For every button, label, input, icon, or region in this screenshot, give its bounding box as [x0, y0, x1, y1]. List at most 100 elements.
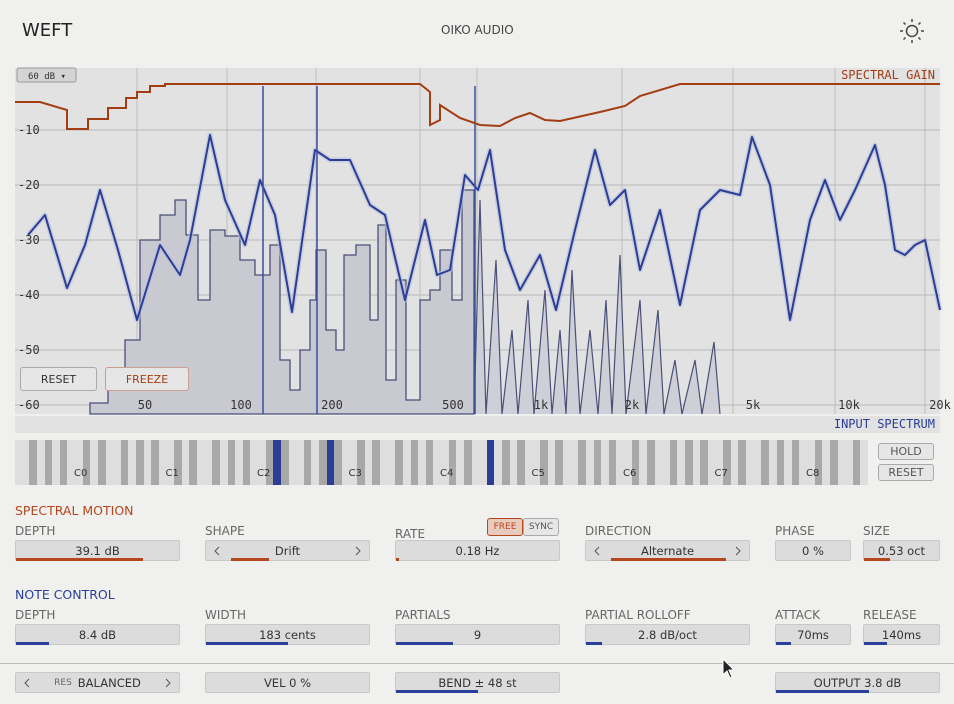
key [250, 440, 259, 485]
bend[interactable]: BEND ± 48 st [395, 672, 560, 693]
key [357, 440, 366, 485]
key [456, 440, 465, 485]
key [540, 440, 549, 485]
key [326, 440, 335, 485]
input-spectrum-label: INPUT SPECTRUM [834, 417, 935, 431]
freeze-button[interactable]: FREEZE [105, 367, 189, 391]
input-spectrum-peaks [473, 199, 721, 415]
range-select[interactable] [16, 67, 77, 83]
freq-label: 2k [625, 398, 640, 412]
spectrum-display: -10 -20 -30 -40 -50 -60 50 100 200 500 1k 2k 5k 10k 20… [15, 67, 952, 433]
key [631, 440, 640, 485]
resolution-select[interactable]: RES BALANCED [15, 672, 180, 693]
key [341, 440, 350, 485]
key [532, 440, 541, 485]
chevron[interactable] [355, 546, 361, 556]
key [387, 440, 396, 485]
control-label: DEPTH [15, 608, 56, 622]
chevron[interactable] [594, 546, 600, 556]
control-value[interactable]: 0.53 oct [863, 540, 940, 561]
key [105, 440, 114, 485]
keyboard[interactable]: C0 C1 C2 C3 C4 C5 C6 C7 C8 [15, 440, 868, 485]
key [448, 440, 457, 485]
key [273, 440, 282, 485]
key [494, 440, 503, 485]
key [738, 440, 747, 485]
db-label: -40 [18, 288, 40, 302]
reset-button[interactable]: RESET [878, 464, 934, 481]
theme-toggle[interactable] [900, 19, 924, 43]
key [36, 440, 45, 485]
chevron[interactable] [735, 546, 741, 556]
key [593, 440, 602, 485]
control-value[interactable]: Alternate [585, 540, 750, 561]
key [761, 440, 770, 485]
control-value[interactable]: 140ms [863, 624, 940, 645]
key [174, 440, 183, 485]
key [212, 440, 221, 485]
control-label: RATE [395, 527, 426, 541]
key [364, 440, 373, 485]
octave-label: C0 [74, 468, 88, 479]
value-fill [776, 690, 869, 693]
hold-button[interactable]: HOLD [878, 443, 934, 460]
rate-mode[interactable]: SYNC [523, 518, 559, 536]
control-value[interactable]: 2.8 dB/oct [585, 624, 750, 645]
control-value[interactable]: 39.1 dB [15, 540, 180, 561]
key [715, 440, 724, 485]
key [837, 440, 846, 485]
freq-label: 100 [230, 398, 252, 412]
freq-label: 200 [321, 398, 343, 412]
key [258, 440, 267, 485]
key [807, 440, 816, 485]
key [829, 440, 838, 485]
key [845, 440, 854, 485]
control-value[interactable]: 9 [395, 624, 560, 645]
key [402, 440, 411, 485]
control-value[interactable]: 0 % [775, 540, 851, 561]
output[interactable]: OUTPUT 3.8 dB [775, 672, 940, 693]
key [776, 440, 785, 485]
control-value[interactable]: 183 cents [205, 624, 370, 645]
control-value[interactable]: 70ms [775, 624, 851, 645]
key [860, 440, 868, 485]
key [166, 440, 175, 485]
key [433, 440, 442, 485]
chevron[interactable] [24, 678, 30, 688]
control-value[interactable]: 0.18 Hz [395, 540, 560, 561]
control-value[interactable]: Drift [205, 540, 370, 561]
key [97, 440, 106, 485]
rate-mode[interactable]: FREE [487, 518, 523, 536]
octave-label: C5 [531, 468, 545, 479]
key [296, 440, 305, 485]
key [509, 440, 518, 485]
key [265, 440, 274, 485]
freq-label: 50 [138, 398, 152, 412]
key [189, 440, 198, 485]
key [197, 440, 206, 485]
chevron[interactable] [165, 678, 171, 688]
key [799, 440, 808, 485]
octave-label: C2 [257, 468, 271, 479]
res-label: RES [54, 677, 72, 688]
key [67, 440, 76, 485]
key [418, 440, 427, 485]
key [524, 440, 533, 485]
key [723, 440, 732, 485]
key [669, 440, 678, 485]
key [547, 440, 556, 485]
key [29, 440, 38, 485]
res-value: BALANCED [77, 675, 141, 690]
key [21, 440, 30, 485]
chevron[interactable] [214, 546, 220, 556]
key [441, 440, 450, 485]
reset-button[interactable]: RESET [20, 367, 97, 391]
control-label: DEPTH [15, 524, 56, 538]
value-fill [206, 642, 288, 645]
value-fill [864, 558, 891, 561]
control-label: RELEASE [863, 608, 917, 622]
velocity[interactable]: VEL 0 % [205, 672, 370, 693]
control-value[interactable]: 8.4 dB [15, 624, 180, 645]
value-fill [864, 642, 887, 645]
key [410, 440, 419, 485]
